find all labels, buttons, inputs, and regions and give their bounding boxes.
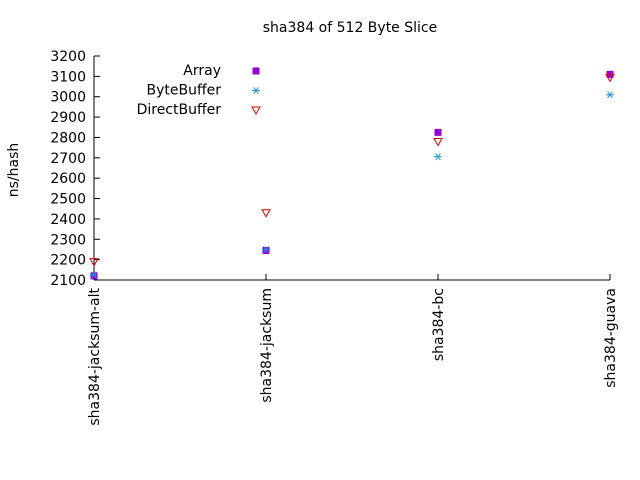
legend-marker-directbuffer (251, 106, 261, 116)
point-bytebuffer (434, 153, 442, 161)
y-tick-label: 3100 (50, 69, 86, 85)
x-tick-label: sha384-bc (431, 288, 447, 361)
y-tick-label: 3200 (50, 49, 86, 65)
point-bytebuffer (262, 245, 270, 253)
legend-label: Array (183, 63, 221, 79)
x-tick-label: sha384-jacksum-alt (87, 287, 103, 425)
point-directbuffer (261, 209, 271, 218)
data-points (89, 70, 615, 280)
point-array (262, 246, 270, 254)
point-array (434, 128, 442, 136)
y-tick-label: 2100 (50, 273, 86, 289)
point-directbuffer (433, 138, 443, 147)
legend-label: DirectBuffer (137, 102, 222, 118)
legend-marker-array (252, 67, 260, 75)
y-tick-label: 2500 (50, 192, 86, 208)
point-directbuffer (89, 258, 99, 267)
y-tick-label: 2200 (50, 253, 86, 269)
y-ticks: 2100 2200 2300 2400 2500 2600 2700 2800 2900 3000… (50, 49, 100, 289)
point-bytebuffer (606, 91, 614, 99)
legend-marker-bytebuffer (252, 87, 260, 94)
x-ticks: sha384-jacksum-alt sha384-jacksum sha384-b… (87, 274, 619, 426)
y-tick-label: 2600 (50, 171, 86, 187)
y-tick-label: 3000 (50, 90, 86, 106)
y-tick-label: 2300 (50, 232, 86, 248)
point-directbuffer (605, 73, 615, 83)
x-tick-label: sha384-jacksum (259, 288, 275, 403)
legend-label: ByteBuffer (147, 83, 222, 99)
x-tick-label: sha384-guava (603, 288, 619, 388)
y-tick-label: 2900 (50, 110, 86, 126)
y-tick-label: 2800 (50, 130, 86, 146)
point-bytebuffer (90, 271, 98, 279)
point-array (90, 272, 98, 280)
y-axis-label: ns/hash (6, 143, 22, 198)
y-tick-label: 2700 (50, 151, 86, 167)
y-tick-label: 2400 (50, 212, 86, 228)
legend: Array ByteBuffer DirectBuffer (137, 63, 261, 118)
chart-title: sha384 of 512 Byte Slice (263, 20, 437, 36)
axes (93, 56, 610, 281)
